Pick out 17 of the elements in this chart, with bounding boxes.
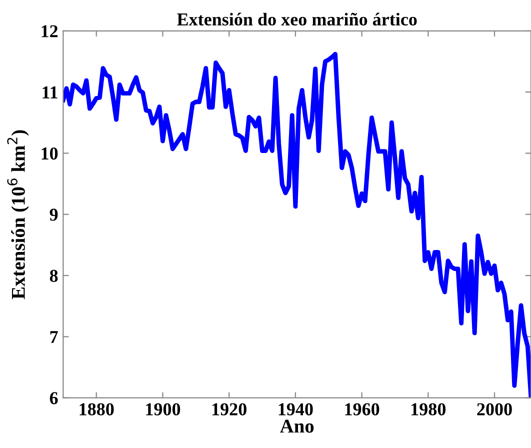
x-tick-label: 1900 <box>146 403 180 416</box>
x-tick-label: 1960 <box>345 403 380 416</box>
x-tick-label: 1980 <box>412 403 446 416</box>
x-tick-label: 1940 <box>278 403 313 416</box>
y-tick-label: 12 <box>42 25 58 38</box>
y-tick-label: 10 <box>42 147 58 160</box>
x-axis-title: Ano <box>280 420 314 433</box>
x-tick-label: 2000 <box>477 403 512 416</box>
x-tick-label: 1880 <box>80 403 114 416</box>
y-tick-label: 11 <box>42 86 58 98</box>
y-tick-label: 6 <box>50 392 58 404</box>
x-tick-label: 1920 <box>212 403 246 416</box>
y-tick-label: 7 <box>50 331 58 343</box>
y-tick-label: 9 <box>50 208 58 221</box>
y-axis-title: Extensión (10$^{6}$ km$^{2}$) <box>7 130 29 300</box>
y-tick-label: 8 <box>50 270 58 282</box>
chart-title: Extensión do xeo mariño ártico <box>177 12 417 26</box>
